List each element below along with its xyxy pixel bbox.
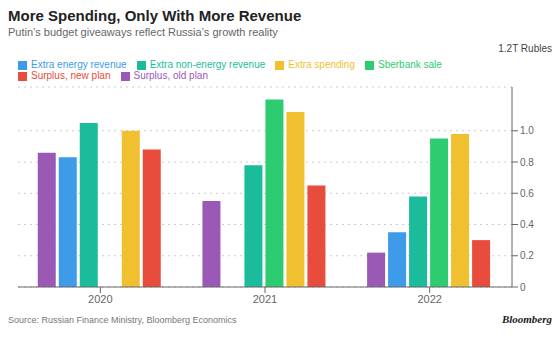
svg-text:0.6: 0.6 [520,188,534,199]
html-text:1.2T Rubles: 1.2T Rubles [498,43,552,54]
html-text:Bloomberg: Bloomberg [501,313,552,325]
html-text:Putin’s budget giveaways refle: Putin’s budget giveaways reflect Russia’… [8,26,278,38]
svg-text:0.2: 0.2 [520,250,534,261]
html-text:Surplus, old plan: Surplus, old plan [133,70,208,81]
svg-text:1.0: 1.0 [520,125,534,136]
html-text:Extra spending: Extra spending [288,59,355,70]
html-text:Extra non-energy revenue: Extra non-energy revenue [149,59,266,70]
html-text:Extra energy revenue: Extra energy revenue [31,59,127,70]
svg-text:0.4: 0.4 [520,219,534,230]
html-text:Sberbank sale: Sberbank sale [378,59,442,70]
svg-text:0: 0 [520,282,526,293]
svg-text:2021: 2021 [253,293,277,305]
svg-text:2022: 2022 [417,293,441,305]
svg-text:0.8: 0.8 [520,157,534,168]
html-text:Source: Russian Finance Minist: Source: Russian Finance Ministry, Bloomb… [8,315,237,325]
svg-text:2020: 2020 [88,293,112,305]
html-text:More Spending, Only With More: More Spending, Only With More Revenue [8,7,302,24]
html-text:Surplus, new plan: Surplus, new plan [31,70,111,81]
